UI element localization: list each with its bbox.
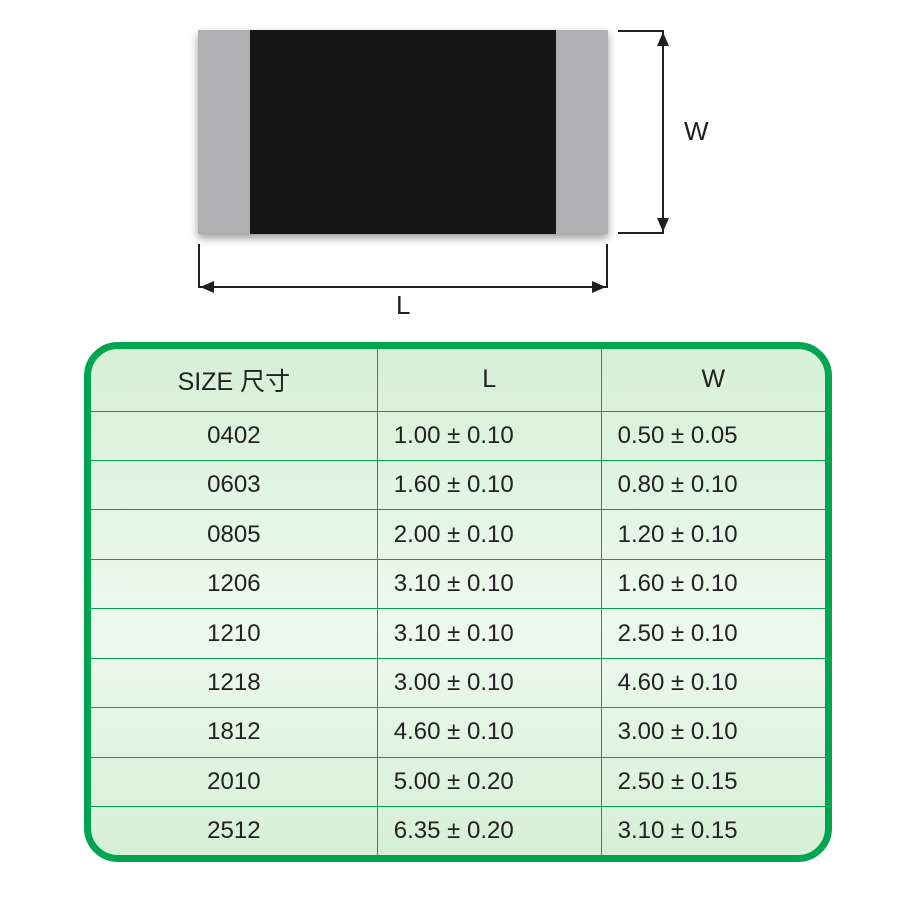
cell-L: 2.00 ± 0.10 (377, 510, 601, 559)
cell-W: 1.60 ± 0.10 (601, 559, 825, 608)
cell-size: 0402 (91, 411, 377, 460)
size-table-container: SIZE 尺寸 L W 0402 1.00 ± 0.10 0.50 ± 0.05… (84, 342, 832, 862)
size-table: SIZE 尺寸 L W 0402 1.00 ± 0.10 0.50 ± 0.05… (91, 349, 825, 855)
component-body (250, 30, 556, 234)
col-length: L (377, 349, 601, 411)
cell-L: 5.00 ± 0.20 (377, 757, 601, 806)
cell-L: 3.10 ± 0.10 (377, 559, 601, 608)
cell-W: 2.50 ± 0.15 (601, 757, 825, 806)
dim-l-line (198, 286, 608, 288)
table-row: 0805 2.00 ± 0.10 1.20 ± 0.10 (91, 510, 825, 559)
table-row: 1812 4.60 ± 0.10 3.00 ± 0.10 (91, 708, 825, 757)
table-row: 0603 1.60 ± 0.10 0.80 ± 0.10 (91, 461, 825, 510)
cell-W: 0.80 ± 0.10 (601, 461, 825, 510)
cell-L: 4.60 ± 0.10 (377, 708, 601, 757)
cell-W: 3.10 ± 0.15 (601, 806, 825, 855)
cell-size: 1812 (91, 708, 377, 757)
table-row: 0402 1.00 ± 0.10 0.50 ± 0.05 (91, 411, 825, 460)
table-row: 2512 6.35 ± 0.20 3.10 ± 0.15 (91, 806, 825, 855)
dim-w-arrow-down (657, 218, 669, 232)
cell-size: 1218 (91, 658, 377, 707)
dim-l-arrow-left (200, 281, 214, 293)
dim-w-arrow-up (657, 32, 669, 46)
dim-l-ext-right (606, 244, 608, 288)
cell-L: 3.10 ± 0.10 (377, 609, 601, 658)
cell-L: 1.00 ± 0.10 (377, 411, 601, 460)
cell-size: 2010 (91, 757, 377, 806)
cell-W: 4.60 ± 0.10 (601, 658, 825, 707)
table-row: 1206 3.10 ± 0.10 1.60 ± 0.10 (91, 559, 825, 608)
cell-size: 1206 (91, 559, 377, 608)
table-header-row: SIZE 尺寸 L W (91, 349, 825, 411)
cell-W: 0.50 ± 0.05 (601, 411, 825, 460)
table-row: 1210 3.10 ± 0.10 2.50 ± 0.10 (91, 609, 825, 658)
cell-L: 6.35 ± 0.20 (377, 806, 601, 855)
dim-l-arrow-right (592, 281, 606, 293)
dim-w-ext-bottom (618, 232, 664, 234)
dim-w-label: W (684, 116, 709, 147)
cell-size: 1210 (91, 609, 377, 658)
cell-L: 1.60 ± 0.10 (377, 461, 601, 510)
smd-component (198, 30, 608, 234)
table-row: 1218 3.00 ± 0.10 4.60 ± 0.10 (91, 658, 825, 707)
cell-size: 2512 (91, 806, 377, 855)
dim-l-label: L (396, 290, 410, 321)
table-row: 2010 5.00 ± 0.20 2.50 ± 0.15 (91, 757, 825, 806)
cell-W: 3.00 ± 0.10 (601, 708, 825, 757)
cell-size: 0805 (91, 510, 377, 559)
component-diagram: W L (0, 0, 900, 315)
cell-size: 0603 (91, 461, 377, 510)
dim-w-line (662, 30, 664, 234)
col-size: SIZE 尺寸 (91, 349, 377, 411)
cell-W: 1.20 ± 0.10 (601, 510, 825, 559)
cell-L: 3.00 ± 0.10 (377, 658, 601, 707)
col-width: W (601, 349, 825, 411)
cell-W: 2.50 ± 0.10 (601, 609, 825, 658)
